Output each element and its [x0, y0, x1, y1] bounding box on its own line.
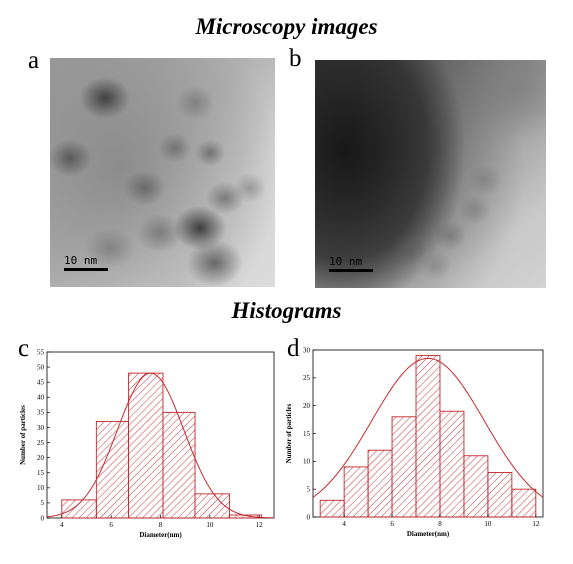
y-axis-title: Number of particles — [285, 403, 293, 463]
histogram-bar — [415, 355, 441, 518]
tem-image-a: 10 nm — [50, 58, 275, 287]
scale-bar-line-a — [64, 268, 108, 271]
histogram-bar — [391, 416, 417, 518]
histogram-bar — [367, 449, 393, 518]
y-tick-label: 15 — [37, 469, 45, 477]
panel-letter-c: c — [18, 335, 30, 362]
histogram-bar — [343, 466, 369, 518]
panel-letter-a: a — [28, 47, 40, 74]
y-tick-label: 20 — [37, 454, 45, 462]
x-tick-label: 4 — [342, 520, 346, 528]
scale-bar-a: 10 nm — [64, 254, 108, 271]
y-tick-label: 5 — [307, 485, 311, 493]
scale-bar-line-b — [329, 269, 373, 272]
x-axis-title: Diameter(nm) — [139, 531, 182, 539]
scale-bar-label-b: 10 nm — [329, 255, 363, 268]
histograms-heading: Histograms — [231, 298, 342, 323]
y-tick-label: 25 — [37, 439, 45, 447]
histogram-bar — [229, 514, 263, 519]
y-tick-label: 45 — [37, 378, 45, 386]
x-tick-label: 12 — [532, 520, 540, 528]
y-tick-label: 30 — [37, 424, 45, 432]
y-tick-label: 55 — [37, 348, 45, 356]
panel-letter-d: d — [287, 335, 300, 362]
gaussian-fit-line — [312, 357, 544, 498]
x-tick-label: 4 — [60, 521, 64, 529]
x-tick-label: 10 — [206, 521, 214, 529]
y-tick-label: 50 — [37, 363, 45, 371]
y-tick-label: 10 — [303, 458, 311, 466]
x-tick-label: 6 — [109, 521, 113, 529]
y-tick-label: 15 — [303, 430, 311, 438]
histogram-bar — [162, 411, 196, 519]
x-axis-title: Diameter(nm) — [407, 530, 450, 538]
y-tick-label: 0 — [307, 513, 311, 521]
y-tick-label: 20 — [303, 402, 311, 410]
panel-letter-b: b — [289, 45, 302, 72]
y-tick-label: 10 — [37, 484, 45, 492]
y-tick-label: 40 — [37, 394, 45, 402]
gaussian-fit-line — [46, 372, 275, 519]
x-tick-label: 10 — [484, 520, 492, 528]
y-tick-label: 25 — [303, 374, 311, 382]
histogram-bar — [487, 472, 513, 518]
scale-bar-b: 10 nm — [329, 255, 373, 272]
x-tick-label: 8 — [159, 521, 163, 529]
tem-image-b: 10 nm — [315, 60, 546, 288]
histogram-bar — [194, 493, 231, 519]
histogram-bar — [511, 488, 537, 518]
histogram-bar — [61, 499, 97, 519]
scale-bar-label-a: 10 nm — [64, 254, 98, 267]
x-tick-label: 12 — [256, 521, 264, 529]
x-tick-label: 6 — [390, 520, 394, 528]
histogram-c: 4 6 8 10 12 0 5 10 15 20 25 30 35 40 45 50 55 Diameter(nm… — [19, 348, 275, 539]
histogram-d: 4 6 8 10 12 0 5 10 15 20 25 30 Diameter(nm) Number of… — [285, 346, 544, 538]
microscopy-heading: Microscopy images — [195, 14, 378, 39]
y-tick-label: 5 — [41, 499, 45, 507]
y-axis-title: Number of particles — [19, 405, 27, 465]
histogram-bar — [127, 372, 164, 519]
y-tick-label: 30 — [303, 346, 311, 354]
histogram-bar — [439, 410, 465, 518]
y-tick-label: 0 — [41, 514, 45, 522]
histogram-bar — [319, 499, 345, 518]
x-tick-label: 8 — [438, 520, 442, 528]
histogram-bar — [463, 455, 489, 518]
y-tick-label: 35 — [37, 409, 45, 417]
